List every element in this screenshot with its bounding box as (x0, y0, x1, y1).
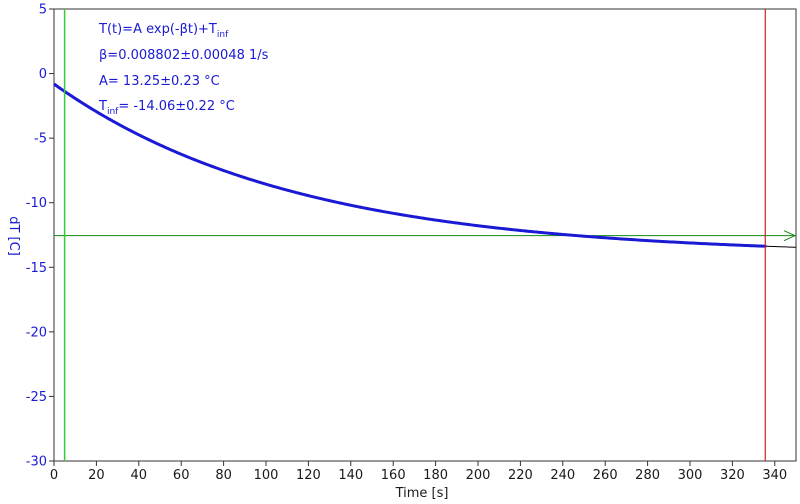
x-tick-label: 340 (762, 468, 787, 483)
fit-annotation: T(t)=A exp(-βt)+Tinf β=0.008802±0.00048 … (98, 22, 269, 117)
x-tick-label: 20 (88, 468, 105, 483)
data-series (53, 82, 767, 248)
x-tick-label: 40 (131, 468, 148, 483)
x-tick-label: 120 (296, 468, 321, 483)
x-tick-label: 180 (423, 468, 448, 483)
x-tick-label: 240 (550, 468, 575, 483)
x-tick-label: 320 (720, 468, 745, 483)
annotation-amplitude: A= 13.25±0.23 °C (99, 74, 220, 89)
x-tick-label: 160 (381, 468, 406, 483)
x-tick-label: 0 (50, 468, 58, 483)
y-tick-label: -15 (26, 261, 47, 276)
x-tick-label: 100 (254, 468, 279, 483)
x-tick-label: 260 (593, 468, 618, 483)
x-axis-title: Time [s] (395, 486, 449, 501)
y-tick-label: -20 (26, 325, 47, 340)
x-tick-label: 80 (215, 468, 232, 483)
annotation-tinf: Tinf= -14.06±0.22 °C (98, 99, 235, 117)
x-tick-label: 220 (508, 468, 533, 483)
plot-frame (53, 8, 797, 462)
x-tick-label: 60 (173, 468, 190, 483)
annotation-formula: T(t)=A exp(-βt)+Tinf (98, 22, 229, 40)
y-tick-label: -30 (26, 455, 47, 470)
x-tick-label: 280 (635, 468, 660, 483)
x-tick-label: 200 (466, 468, 491, 483)
y-tick-label: -10 (26, 196, 47, 211)
annotation-beta: β=0.008802±0.00048 1/s (99, 48, 269, 63)
x-axis: 0 20 40 60 80 100 120 140 160 180 200 220 240 260 280 3… (50, 461, 787, 483)
y-tick-label: 0 (39, 67, 47, 82)
y-axis-title: dT [C] (6, 216, 21, 256)
plot-area (53, 9, 797, 461)
y-tick-label: 5 (39, 3, 47, 18)
reference-line-arrow (783, 230, 797, 242)
y-tick-label: -25 (26, 390, 47, 405)
y-tick-label: -5 (34, 132, 47, 147)
x-tick-label: 300 (678, 468, 703, 483)
x-tick-label: 140 (338, 468, 363, 483)
y-axis: 5 0 -5 -10 -15 -20 -25 -30 (26, 3, 54, 470)
